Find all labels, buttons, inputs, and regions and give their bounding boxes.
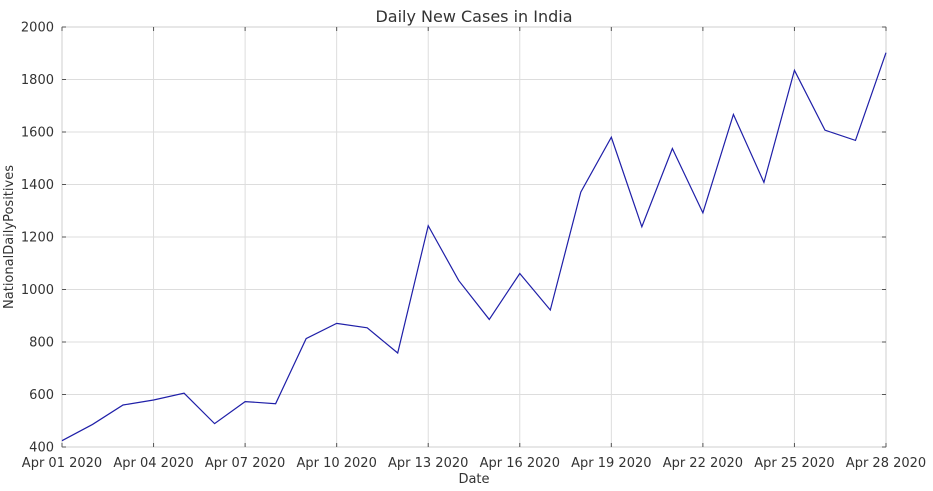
x-tick-label: Apr 04 2020	[113, 456, 193, 471]
data-point	[793, 69, 796, 72]
x-tick-labels: Apr 01 2020 Apr 04 2020 Apr 07 2020 Apr 10 …	[22, 456, 926, 471]
data-point	[488, 318, 491, 321]
data-point	[91, 423, 94, 426]
data-point	[823, 129, 826, 132]
data-point	[305, 337, 308, 340]
data-point	[762, 181, 765, 184]
data-point	[640, 225, 643, 228]
data-point	[427, 224, 430, 227]
x-tick-label: Apr 28 2020	[846, 456, 926, 471]
y-tick-label: 2000	[21, 21, 54, 36]
x-tick-label: Apr 19 2020	[571, 456, 651, 471]
data-point	[732, 113, 735, 116]
x-axis-label: Date	[458, 472, 489, 487]
y-tick-label: 1200	[21, 231, 54, 246]
data-point	[213, 422, 216, 425]
data-point	[61, 439, 64, 442]
y-tick-label: 1000	[21, 283, 54, 298]
data-point	[335, 322, 338, 325]
data-point	[457, 279, 460, 282]
data-point	[366, 326, 369, 329]
data-point	[610, 136, 613, 139]
data-point	[396, 352, 399, 355]
data-points	[61, 51, 888, 442]
x-tick-label: Apr 13 2020	[388, 456, 468, 471]
chart-title: Daily New Cases in India	[375, 7, 572, 26]
data-point	[274, 402, 277, 405]
data-point	[183, 392, 186, 395]
data-point	[885, 51, 888, 54]
x-tick-label: Apr 10 2020	[296, 456, 376, 471]
x-tick-label: Apr 01 2020	[22, 456, 102, 471]
grid-lines	[61, 26, 887, 448]
data-point	[244, 400, 247, 403]
y-axis-label: NationalDailyPositives	[2, 165, 17, 309]
data-point	[152, 399, 155, 402]
y-tick-label: 800	[29, 336, 54, 351]
x-tick-label: Apr 16 2020	[480, 456, 560, 471]
x-tick-label: Apr 22 2020	[663, 456, 743, 471]
data-point	[518, 272, 521, 275]
y-tick-label: 600	[29, 388, 54, 403]
y-tick-label: 1800	[21, 73, 54, 88]
x-tick-label: Apr 07 2020	[205, 456, 285, 471]
tick-marks	[61, 26, 887, 448]
x-tick-label: Apr 25 2020	[754, 456, 834, 471]
y-tick-label: 400	[29, 441, 54, 456]
y-tick-label: 1400	[21, 178, 54, 193]
data-point	[854, 139, 857, 142]
data-point	[671, 147, 674, 150]
data-point	[701, 211, 704, 214]
y-tick-label: 1600	[21, 126, 54, 141]
data-point	[122, 404, 125, 407]
data-point	[579, 191, 582, 194]
data-point	[549, 308, 552, 311]
y-tick-labels: 400 600 800 1000 1200 1400 1600 1800 2000	[21, 21, 54, 456]
series-line	[61, 52, 887, 442]
